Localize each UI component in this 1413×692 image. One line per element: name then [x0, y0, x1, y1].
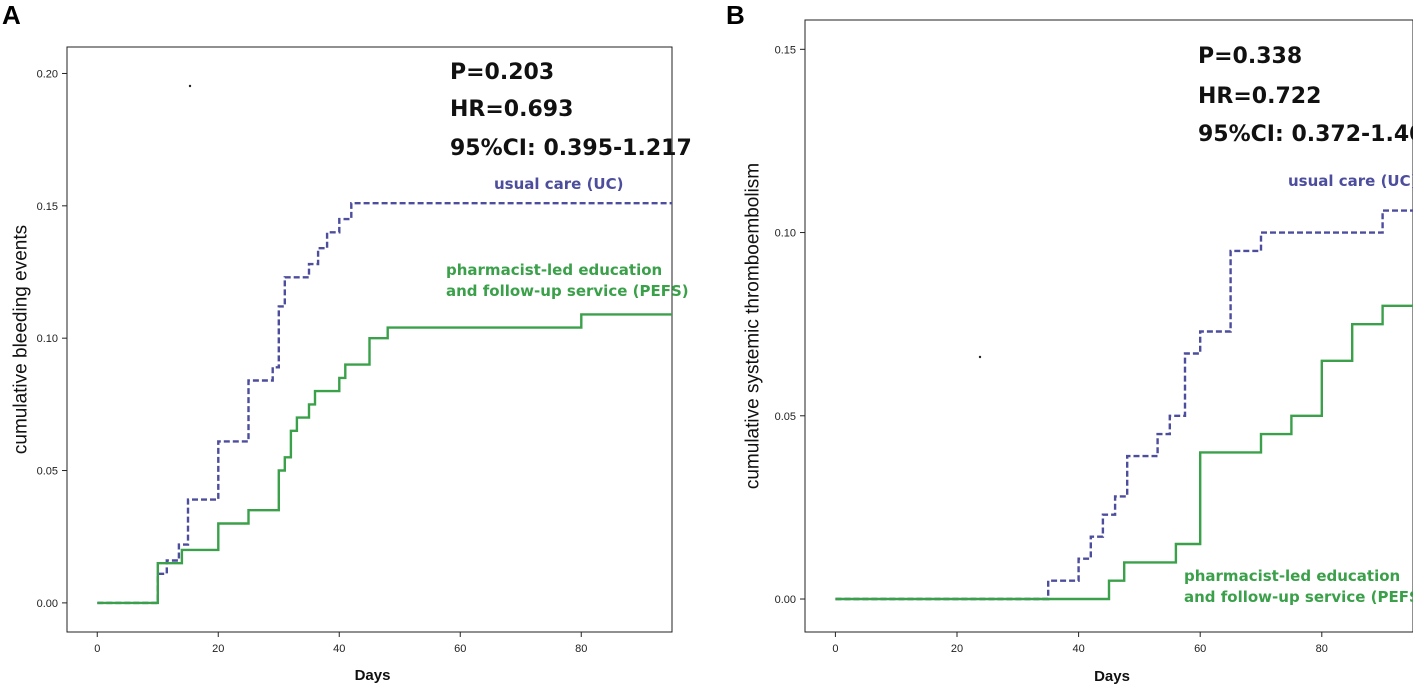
legend-pefs-a-line2: and follow-up service (PEFS) [446, 282, 689, 300]
hazard-ratio-b: HR=0.722 [1198, 84, 1321, 109]
y-axis-label-a: cumulative bleeding events [11, 225, 32, 454]
legend-uc-b: usual care (UC) [1288, 172, 1413, 190]
panel-b: B 0 20 40 60 80 0.00 0.05 0.10 0.15 cumulative s… [726, 0, 1413, 685]
x-tick-label-a: 20 [212, 643, 224, 655]
y-tick-label-a: 0.20 [37, 68, 58, 80]
hazard-ratio-a: HR=0.693 [450, 97, 573, 122]
x-tick-label-a: 80 [575, 643, 587, 655]
y-tick-label-a: 0.15 [37, 201, 58, 213]
legend-pefs-b-line1: pharmacist-led education [1184, 567, 1400, 585]
pefs-survival-curve-b [835, 304, 1413, 601]
uc-survival-curve-b [835, 209, 1413, 601]
plot-frame-a [66, 46, 673, 633]
x-tick-label-b: 60 [1194, 643, 1206, 655]
panel-letter-a: A [2, 0, 21, 30]
p-value-a: P=0.203 [450, 60, 554, 85]
x-tick-label-a: 60 [454, 643, 466, 655]
y-tick-label-a: 0.10 [37, 333, 58, 345]
series-group-b [835, 209, 1413, 601]
y-tick-label-a: 0.05 [37, 466, 58, 478]
y-tick-label-b: 0.00 [775, 594, 796, 606]
x-tick-label-a: 40 [333, 643, 345, 655]
x-tick-label-b: 20 [951, 643, 963, 655]
y-axis-label-b: cumulative systemic thromboembolism [743, 163, 764, 489]
p-value-b: P=0.338 [1198, 44, 1302, 69]
x-tick-label-b: 40 [1072, 643, 1084, 655]
x-tick-label-b: 0 [832, 643, 838, 655]
x-tick-label-a: 0 [94, 643, 100, 655]
legend-pefs-a-line1: pharmacist-led education [446, 261, 662, 279]
legend-pefs-b-line2: and follow-up service (PEFS) [1184, 588, 1413, 606]
x-tick-label-b: 80 [1316, 643, 1328, 655]
y-tick-label-a: 0.00 [37, 598, 58, 610]
y-tick-label-b: 0.10 [775, 228, 796, 240]
stray-dot-b [978, 355, 982, 359]
ticks-b: 0 20 40 60 80 0.00 0.05 0.10 0.15 [775, 44, 1328, 655]
panel-a: A 0 20 40 60 80 0.00 0.05 0.10 0.15 0.20 cumulati… [2, 0, 692, 684]
series-group-a [97, 202, 672, 605]
legend-uc-a: usual care (UC) [494, 175, 623, 193]
panel-letter-b: B [726, 0, 745, 30]
stray-dot-a [188, 84, 192, 88]
uc-survival-curve-a [97, 202, 672, 605]
y-tick-label-b: 0.15 [775, 44, 796, 56]
pefs-survival-curve-a [97, 313, 672, 605]
x-axis-label-b: Days [1094, 668, 1130, 685]
x-axis-label-a: Days [355, 667, 391, 684]
y-tick-label-b: 0.05 [775, 411, 796, 423]
confidence-interval-b: 95%CI: 0.372-1.405 [1198, 122, 1413, 147]
ticks-a: 0 20 40 60 80 0.00 0.05 0.10 0.15 0.20 [37, 68, 588, 655]
confidence-interval-a: 95%CI: 0.395-1.217 [450, 136, 692, 161]
plot-frame-b [804, 19, 1413, 633]
